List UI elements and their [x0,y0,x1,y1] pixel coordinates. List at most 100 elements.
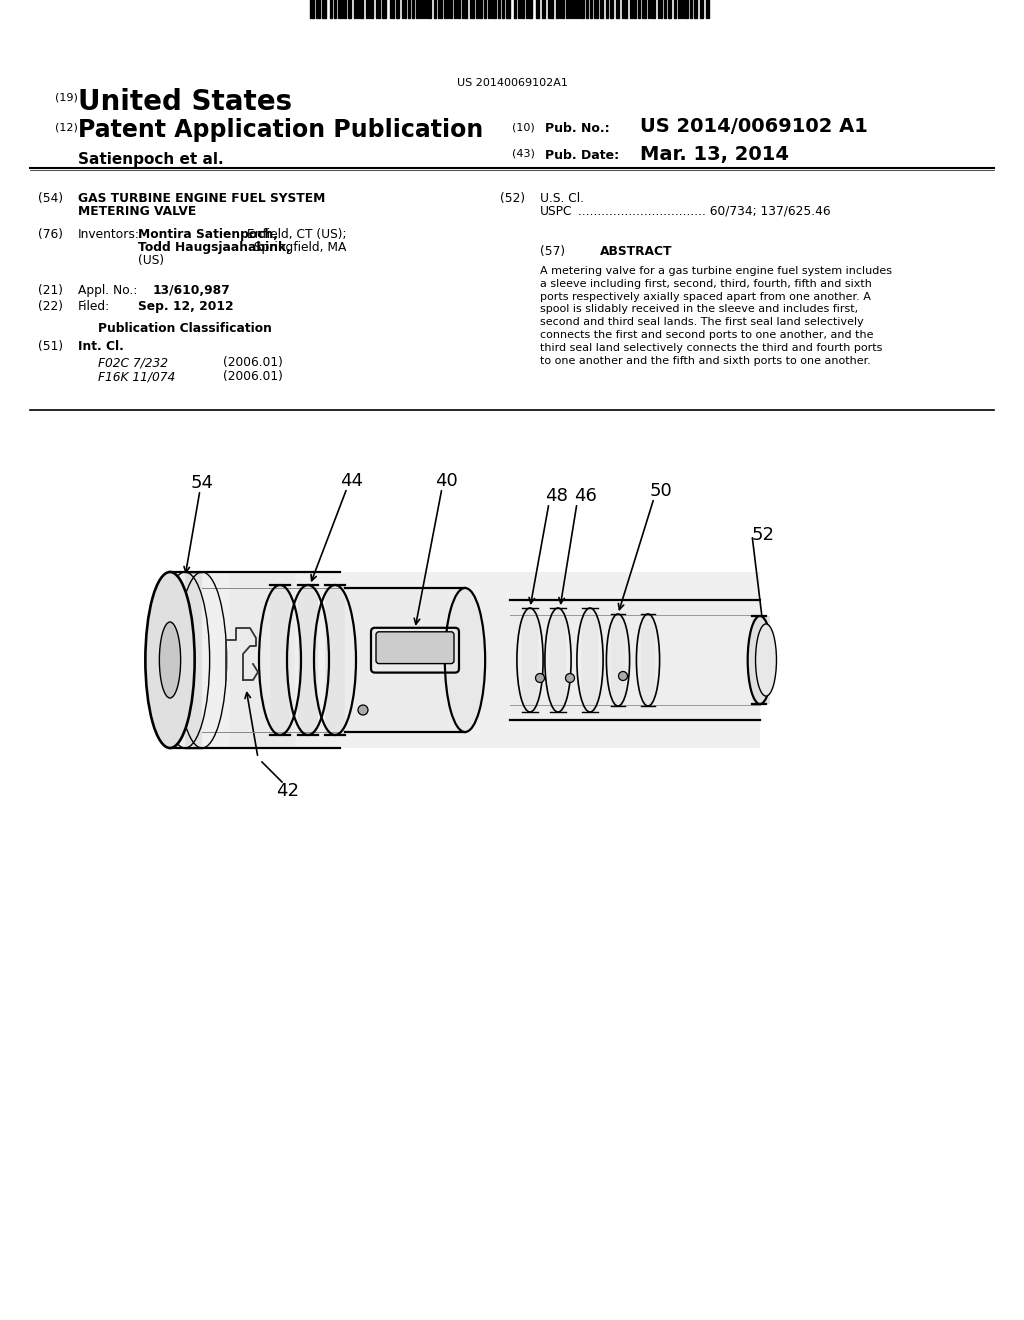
Text: ABSTRACT: ABSTRACT [600,246,673,257]
Bar [528,0,532,18]
Text: third seal land selectively connects the third and fourth ports: third seal land selectively connects the… [540,343,883,352]
Bar [472,0,474,18]
Bar [318,0,319,18]
Text: 54: 54 [191,474,214,492]
Bar [582,609,598,711]
Text: (54): (54) [38,191,63,205]
Text: (10): (10) [512,121,535,132]
Bar [668,0,671,18]
Text: Springfield, MA: Springfield, MA [250,242,346,253]
Text: to one another and the fifth and sixth ports to one another.: to one another and the fifth and sixth p… [540,355,870,366]
Bar [458,0,460,18]
Text: (2006.01): (2006.01) [223,370,283,383]
Bar [652,0,655,18]
Text: A metering valve for a gas turbine engine fuel system includes: A metering valve for a gas turbine engin… [540,267,892,276]
Bar [616,0,618,18]
Bar [550,609,566,711]
Bar [586,0,588,18]
Bar [412,0,414,18]
Bar [325,585,345,735]
Bar [382,0,386,18]
Text: ports respectively axially spaced apart from one another. A: ports respectively axially spaced apart … [540,292,870,301]
Text: 46: 46 [574,487,597,506]
Bar [674,0,676,18]
Text: Mar. 13, 2014: Mar. 13, 2014 [640,145,790,164]
Text: (19): (19) [55,92,78,103]
Text: 13/610,987: 13/610,987 [153,284,230,297]
Bar [440,0,442,18]
Bar [644,0,646,18]
Text: (52): (52) [500,191,525,205]
Text: (2006.01): (2006.01) [223,356,283,370]
Text: Todd Haugsjaahabink,: Todd Haugsjaahabink, [138,242,291,253]
Bar [634,0,636,18]
Text: Satienpoch et al.: Satienpoch et al. [78,152,223,168]
Bar [465,601,510,719]
Bar [322,0,326,18]
Bar [590,0,592,18]
Ellipse shape [145,572,195,748]
Bar [610,0,613,18]
Bar [522,0,524,18]
Bar [664,0,666,18]
Ellipse shape [756,624,776,696]
Bar [611,614,625,706]
Bar [312,0,314,18]
Text: Filed:: Filed: [78,300,111,313]
Text: (12): (12) [55,121,78,132]
Bar [536,0,539,18]
Text: second and third seal lands. The first seal land selectively: second and third seal lands. The first s… [540,317,864,327]
Text: METERING VALVE: METERING VALVE [78,205,197,218]
Text: Pub. No.:: Pub. No.: [545,121,609,135]
Bar [510,601,760,719]
Text: Pub. Date:: Pub. Date: [545,149,620,162]
Bar [562,0,564,18]
Bar [392,0,394,18]
Circle shape [536,673,545,682]
Text: Patent Application Publication: Patent Application Publication [78,117,483,143]
Text: 40: 40 [435,473,458,490]
Bar [378,0,380,18]
Text: 42: 42 [276,781,299,800]
Text: Inventors:: Inventors: [78,228,140,242]
Text: (57): (57) [540,246,565,257]
Text: spool is slidably received in the sleeve and includes first,: spool is slidably received in the sleeve… [540,305,858,314]
Text: (22): (22) [38,300,63,313]
Circle shape [358,705,368,715]
Text: (43): (43) [512,149,535,158]
Text: (21): (21) [38,284,63,297]
Bar [344,0,346,18]
Ellipse shape [444,587,485,733]
Text: U.S. Cl.: U.S. Cl. [540,191,584,205]
Bar [494,0,496,18]
Text: connects the first and second ports to one another, and the: connects the first and second ports to o… [540,330,873,341]
Bar [700,0,703,18]
Bar [522,609,538,711]
Circle shape [618,672,628,681]
Circle shape [565,673,574,682]
Bar [375,587,455,733]
Text: GAS TURBINE ENGINE FUEL SYSTEM: GAS TURBINE ENGINE FUEL SYSTEM [78,191,326,205]
Text: 50: 50 [650,482,673,500]
Text: (US): (US) [138,253,164,267]
Text: ................................. 60/734; 137/625.46: ................................. 60/734… [578,205,830,218]
Bar [506,0,510,18]
Text: F16K 11/074: F16K 11/074 [98,370,175,383]
Text: 48: 48 [545,487,568,506]
Bar [660,0,662,18]
Text: F02C 7/232: F02C 7/232 [98,356,168,370]
Bar [600,0,603,18]
Bar [641,614,655,706]
Text: (51): (51) [38,341,63,352]
Bar [686,0,688,18]
Bar [480,0,482,18]
Bar [348,0,351,18]
Text: a sleeve including first, second, third, fourth, fifth and sixth: a sleeve including first, second, third,… [540,279,871,289]
Ellipse shape [160,622,180,698]
Bar [230,572,295,748]
Bar [752,616,770,704]
Text: Montira Satienpoch,: Montira Satienpoch, [138,228,278,242]
Text: US 2014/0069102 A1: US 2014/0069102 A1 [640,117,868,136]
Ellipse shape [748,616,772,704]
FancyBboxPatch shape [376,632,454,664]
